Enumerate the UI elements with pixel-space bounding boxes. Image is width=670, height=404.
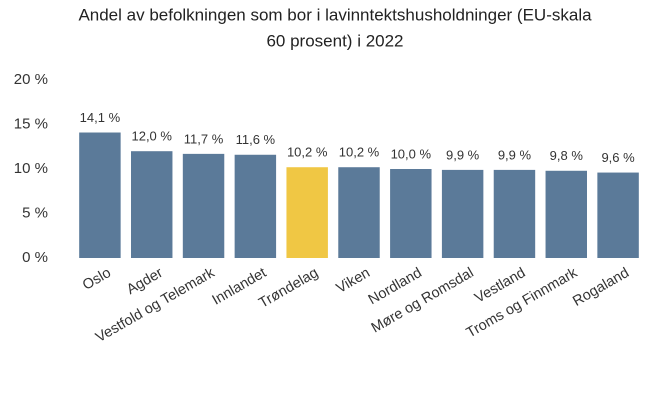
value-label: 12,0 % <box>131 129 172 144</box>
y-tick-label: 5 % <box>22 204 48 221</box>
value-label: 11,6 % <box>236 132 276 147</box>
y-tick-label: 0 % <box>22 249 48 266</box>
bar <box>131 151 173 258</box>
value-label: 14,1 % <box>80 110 121 125</box>
value-label: 9,6 % <box>601 150 635 165</box>
bar <box>493 169 536 258</box>
chart-title: Andel av befolkningen som bor i lavinnte… <box>78 5 592 24</box>
value-label: 9,9 % <box>446 147 480 162</box>
bar <box>234 154 277 258</box>
bar <box>338 167 380 258</box>
x-tick-label: Rogaland <box>570 265 632 310</box>
bar <box>286 167 328 258</box>
value-label: 10,2 % <box>287 145 328 160</box>
value-label: 9,8 % <box>550 148 584 163</box>
bar <box>182 153 225 258</box>
value-label: 10,2 % <box>339 145 380 160</box>
bar <box>597 172 639 258</box>
bar <box>79 132 121 258</box>
value-label: 11,7 % <box>184 131 224 146</box>
y-tick-label: 10 % <box>14 160 48 177</box>
y-tick-label: 15 % <box>14 115 48 132</box>
x-tick-label: Trøndelag <box>256 265 321 312</box>
value-label: 10,0 % <box>391 146 432 161</box>
y-tick-label: 20 % <box>14 71 48 88</box>
bar <box>441 169 484 258</box>
x-tick-label: Oslo <box>80 265 114 294</box>
chart-title: 60 prosent) i 2022 <box>266 31 403 50</box>
x-tick-label: Viken <box>334 265 373 297</box>
bar <box>390 169 432 258</box>
value-label: 9,9 % <box>498 147 532 162</box>
bar <box>545 170 587 258</box>
